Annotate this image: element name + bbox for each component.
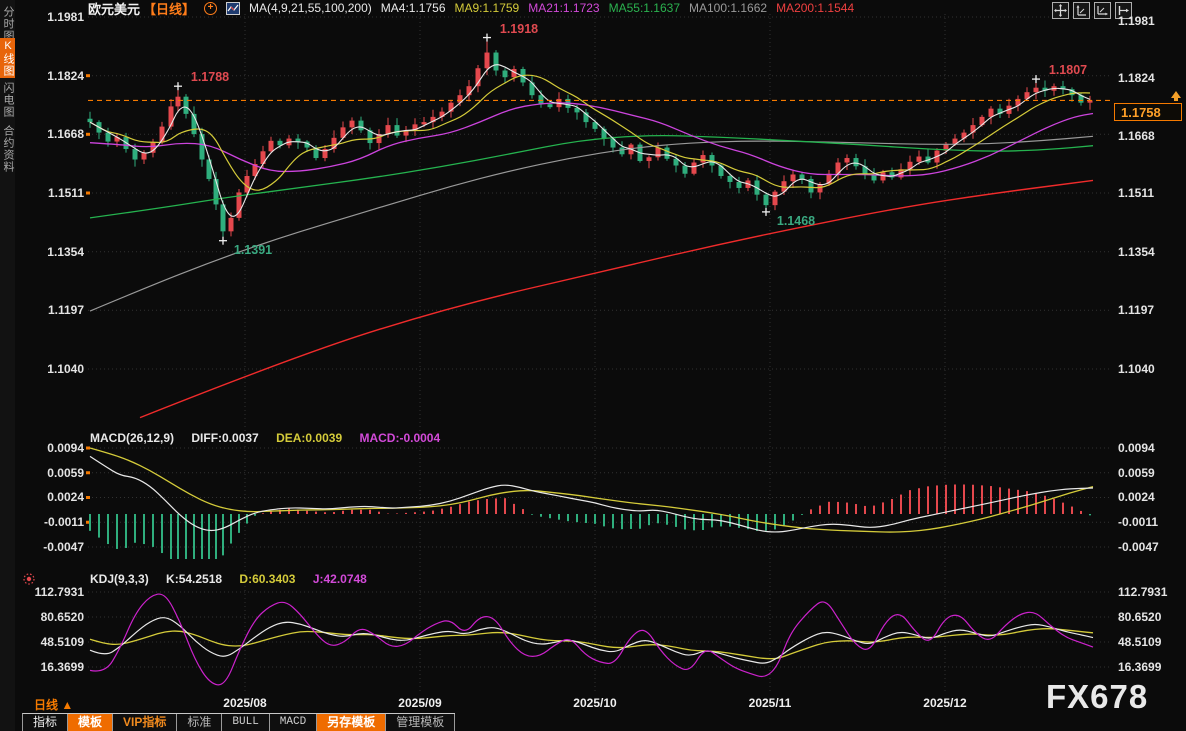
month-label: 2025/09: [398, 696, 442, 710]
pan-move-icon[interactable]: [1052, 2, 1069, 19]
macd-axis-label: -0.0047: [1118, 540, 1159, 554]
kdj-title: KDJ(9,3,3): [90, 572, 149, 586]
ma4-value: MA4:1.1756: [380, 1, 446, 15]
annotation-label: 1.1468: [776, 213, 816, 228]
sidebar: 分时图 K线图 闪电图 合约资料: [0, 0, 15, 731]
tab-macd[interactable]: MACD: [270, 714, 318, 731]
macd-axis-label: -0.0011: [1118, 515, 1159, 529]
macd-diff-value: DIFF:0.0037: [191, 431, 259, 445]
kdj-axis-label: 16.3699: [1118, 660, 1162, 674]
price-axis-label: 1.1981: [1118, 14, 1155, 28]
ma-config-label: MA(4,9,21,55,100,200): [249, 1, 372, 15]
tab-indicators[interactable]: 指标: [23, 714, 69, 731]
price-axis-label: 1.1354: [47, 245, 84, 259]
kdj-axis-label: 80.6520: [1118, 610, 1162, 624]
kdj-axis-label: 80.6520: [40, 610, 84, 624]
macd-macd-value: MACD:-0.0004: [359, 431, 441, 445]
price-axis-label: 1.1511: [1118, 186, 1155, 200]
tab-manage-template[interactable]: 管理模板: [386, 714, 456, 731]
ma21-value: MA21:1.1723: [528, 1, 600, 15]
macd-axis-label: 0.0024: [1118, 490, 1155, 504]
kdj-header: KDJ(9,3,3) K:54.2518 D:60.3403 J:42.0748: [90, 572, 381, 586]
price-axis-label: 1.1197: [1118, 303, 1155, 317]
macd-axis-label: 0.0094: [1118, 441, 1155, 455]
price-arrow-icon: [1171, 91, 1181, 101]
macd-axis-label: -0.0011: [43, 515, 84, 529]
annotation-label: 1.1788: [190, 70, 230, 85]
price-axis-label: 1.1668: [47, 127, 84, 141]
sidebar-item-kline-chart[interactable]: K线图: [0, 38, 15, 78]
ma200-value: MA200:1.1544: [776, 1, 855, 15]
chart-toolbar: [1052, 2, 1132, 19]
macd-axis-label: 0.0094: [47, 441, 84, 455]
scale-horizontal-icon[interactable]: [1094, 2, 1111, 19]
kdj-axis-label: 48.5109: [40, 635, 84, 649]
watermark-logo: FX678: [1046, 678, 1149, 715]
kdj-axis-label: 16.3699: [40, 660, 84, 674]
scale-vertical-icon[interactable]: [1073, 2, 1090, 19]
month-label: 2025/08: [223, 696, 267, 710]
price-axis-label: 1.1197: [47, 303, 84, 317]
kdj-k-value: K:54.2518: [166, 572, 223, 586]
annotation-label: 1.1918: [499, 21, 539, 36]
price-axis-label: 1.1511: [47, 186, 84, 200]
macd-axis-label: -0.0047: [43, 540, 84, 554]
ma100-value: MA100:1.1662: [689, 1, 768, 15]
macd-axis-label: 0.0059: [47, 466, 84, 480]
chart-header: 欧元美元 【日线】 + MA(4,9,21,55,100,200) MA4:1.…: [88, 0, 855, 17]
macd-dea-value: DEA:0.0039: [276, 431, 343, 445]
tab-vip-indicators[interactable]: VIP指标: [113, 714, 178, 731]
sidebar-item-lightning-chart[interactable]: 闪电图: [2, 82, 14, 118]
tab-standard[interactable]: 标准: [177, 714, 223, 731]
sidebar-item-timeshare-chart[interactable]: 分时图: [2, 6, 14, 42]
annotation-label: 1.1807: [1048, 63, 1088, 78]
annotation-label: 1.1391: [233, 242, 273, 257]
kdj-axis-label: 112.7931: [34, 585, 84, 599]
chart-type-icon[interactable]: [226, 1, 241, 15]
kdj-axis-label: 48.5109: [1118, 635, 1162, 649]
kdj-d-value: D:60.3403: [239, 572, 296, 586]
price-axis-label: 1.1040: [47, 362, 84, 376]
month-label: 2025/12: [923, 696, 967, 710]
price-axis-label: 1.1040: [1118, 362, 1155, 376]
sidebar-item-contract-info[interactable]: 合约资料: [2, 125, 14, 173]
kdj-axis-label: 112.7931: [1118, 585, 1168, 599]
macd-axis-label: 0.0024: [47, 490, 84, 504]
period-tag: 【日线】: [143, 1, 196, 17]
ma55-value: MA55:1.1637: [608, 1, 680, 15]
price-axis-label: 1.1354: [1118, 245, 1155, 259]
month-label: 2025/11: [748, 696, 792, 710]
price-axis-label: 1.1981: [47, 10, 84, 24]
macd-header: MACD(26,12,9) DIFF:0.0037 DEA:0.0039 MAC…: [90, 431, 454, 445]
tab-template[interactable]: 模板: [68, 714, 114, 731]
tab-bull[interactable]: BULL: [222, 714, 270, 731]
shift-right-icon[interactable]: [1115, 2, 1132, 19]
macd-title: MACD(26,12,9): [90, 431, 175, 445]
kdj-j-value: J:42.0748: [312, 572, 367, 586]
ma9-value: MA9:1.1759: [454, 1, 520, 15]
macd-axis-label: 0.0059: [1118, 466, 1155, 480]
symbol-title: 欧元美元: [88, 1, 141, 17]
price-axis-label: 1.1668: [1118, 129, 1155, 143]
period-selector[interactable]: 日线 ▲: [34, 698, 74, 712]
month-label: 2025/10: [573, 696, 617, 710]
tab-save-template[interactable]: 另存模板: [317, 714, 387, 731]
current-price-tag: 1.1758: [1114, 103, 1182, 121]
price-axis-label: 1.1824: [1118, 71, 1155, 85]
bottom-tab-bar: 指标 模板 VIP指标 标准 BULL MACD 另存模板 管理模板: [22, 713, 456, 731]
add-indicator-icon[interactable]: +: [204, 1, 218, 15]
price-axis-label: 1.1824: [47, 69, 84, 83]
